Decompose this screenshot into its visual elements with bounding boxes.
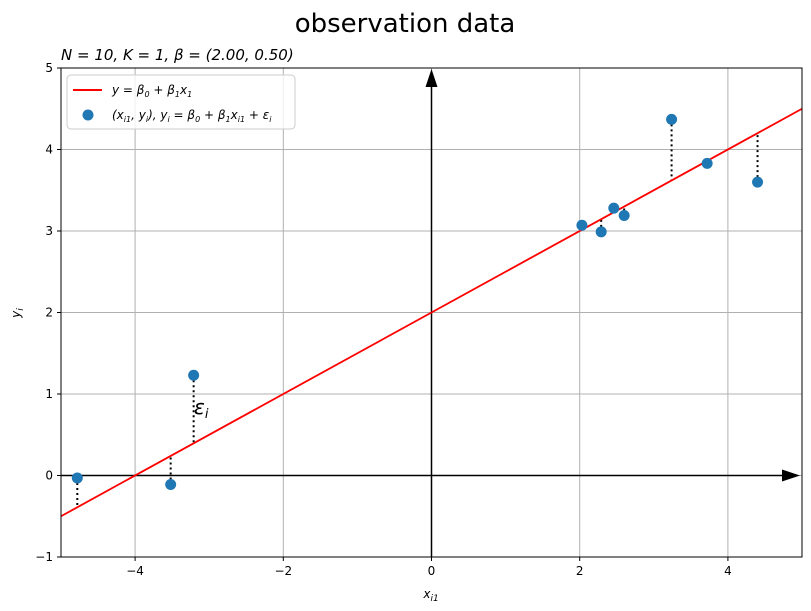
x-tick-label: −4	[126, 564, 144, 578]
x-tick-label: −2	[274, 564, 292, 578]
chart-subtitle: N = 10, K = 1, β = (2.00, 0.50)	[61, 46, 294, 64]
data-point	[752, 176, 764, 188]
y-tick-label: 2	[45, 306, 53, 320]
legend-point-swatch	[82, 109, 94, 121]
data-point	[576, 219, 588, 231]
x-axis-label-subscript: i1	[430, 594, 438, 604]
plot-area	[60, 67, 803, 558]
y-axis-label-subscript: i	[16, 308, 26, 311]
y-tick-label: 3	[45, 224, 53, 238]
data-points	[71, 113, 764, 490]
data-point	[701, 157, 713, 169]
y-axis-label: yi	[9, 308, 26, 319]
y-axis-ticks: −1 0 1 2 3 4 5	[35, 61, 61, 564]
x-axis-label: xi1	[422, 587, 438, 604]
data-point	[618, 210, 630, 222]
legend: y = β0 + β1x1 (xi1, yi), yi = β0 + β1xi1…	[66, 74, 296, 130]
legend-box	[66, 74, 296, 130]
x-axis-arrowhead	[782, 469, 800, 482]
zero-axes	[61, 69, 800, 557]
data-point	[595, 226, 607, 238]
regression-line-group	[60, 107, 803, 518]
x-tick-label: 0	[428, 564, 436, 578]
y-tick-label: 0	[45, 469, 53, 483]
x-tick-label: 2	[576, 564, 584, 578]
legend-line-label: y = β0 + β1x1	[111, 83, 192, 99]
y-tick-label: −1	[35, 550, 53, 564]
epsilon-annotation-subscript: i	[205, 407, 209, 422]
y-tick-label: 1	[45, 387, 53, 401]
data-point	[71, 472, 83, 484]
data-point	[608, 202, 620, 214]
data-point	[666, 113, 678, 125]
x-axis-ticks: −4 −2 0 2 4	[126, 557, 732, 578]
y-axis-arrowhead	[425, 69, 438, 87]
data-point	[188, 369, 200, 381]
y-tick-label: 5	[45, 61, 53, 75]
regression-line	[60, 107, 803, 518]
x-tick-label: 4	[724, 564, 732, 578]
chart-title: observation data	[295, 9, 516, 39]
data-point	[165, 478, 177, 490]
legend-point-label: (xi1, yi), yi = β0 + β1xi1 + εi	[112, 108, 272, 124]
y-tick-label: 4	[45, 143, 53, 157]
